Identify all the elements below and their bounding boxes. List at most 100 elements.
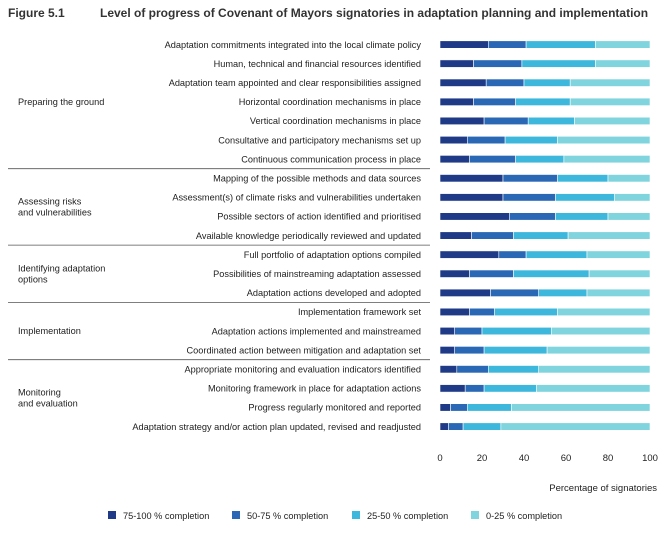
bar-segment [483,384,537,393]
bar-segment [469,155,516,164]
bar-segment [439,384,466,393]
bar-segment [557,136,651,145]
bar-segment [557,174,609,183]
bar-segment [588,269,651,278]
row-label: Adaptation commitments integrated into t… [165,40,422,50]
bar-segment [439,212,510,221]
figure-header: Figure 5.1 Level of progress of Covenant … [8,6,648,20]
bar-segment [487,365,539,374]
category-label: Identifying adaptation options [18,263,105,284]
bar-segment [473,97,516,106]
bar-segment [483,116,529,125]
row-label: Consultative and participatory mechanism… [218,135,421,145]
bar-segment [555,193,615,202]
bar-segment [439,78,487,87]
bar-segment [469,269,514,278]
bar-segment [538,365,651,374]
bar-segment [536,384,651,393]
row-label: Implementation framework set [298,307,422,317]
bar-segment [439,116,485,125]
bar-segment [550,326,651,336]
bar-segment [481,326,552,336]
legend-label: 0-25 % completion [486,511,562,521]
bar-segment [500,422,651,431]
bar-segment [574,116,651,125]
bar-segment [607,212,651,221]
bar-segment [439,422,449,431]
bar-segment [439,193,504,202]
bar-segment [439,174,504,183]
bar-segment [569,78,651,87]
figure-number: Figure 5.1 [8,6,65,20]
bar-segment [513,231,569,240]
bar-segment [525,250,588,259]
bar-segment [439,155,470,164]
bar-segment [471,231,514,240]
bar-segment [521,59,596,68]
row-label: Full portfolio of adaptation options com… [244,250,421,260]
bar-segment [511,403,651,412]
row-label: Human, technical and financial resources… [214,59,421,69]
bar-segment [439,40,489,49]
row-label: Monitoring framework in place for adapta… [208,384,421,394]
bar-segment [462,422,502,431]
bar-segment [504,136,558,145]
bar-segment [546,346,651,355]
bar-segment [439,326,455,336]
bar-segment [439,307,470,317]
bar-segment [502,174,558,183]
x-tick-label: 0 [437,453,442,464]
figure-title: Level of progress of Covenant of Mayors … [100,6,649,20]
row-label: Coordinated action between mitigation an… [187,345,422,355]
row-label: Adaptation team appointed and clear resp… [169,78,421,88]
bar-segment [538,288,588,297]
category-label: Assessing risks and vulnerabilities [18,196,92,217]
legend-swatch [471,511,479,519]
bar-segment [485,78,525,87]
bar-segment [469,307,495,317]
bar-segment [439,136,468,145]
row-label: Adaptation strategy and/or action plan u… [132,422,421,432]
bar-segment [515,155,565,164]
bar-segment [466,136,506,145]
bar-segment [525,40,596,49]
bar-segment [483,346,548,355]
row-label: Possibilities of mainstreaming adaptatio… [213,269,421,279]
row-label: Possible sectors of action identified an… [217,212,421,222]
row-label: Vertical coordination mechanisms in plac… [250,116,421,126]
bar-segment [515,97,571,106]
bar-segment [439,346,455,355]
x-tick-label: 40 [519,453,530,464]
row-label: Horizontal coordination mechanisms in pl… [239,97,421,107]
bar-segment [563,155,651,164]
bar-segment [487,40,527,49]
x-tick-label: 20 [477,453,488,464]
row-label: Available knowledge periodically reviewe… [196,231,421,241]
bar-segment [595,59,651,68]
x-tick-label: 100 [642,453,658,464]
bar-segment [555,212,609,221]
bar-segment [439,288,491,297]
row-label: Progress regularly monitored and reporte… [248,403,421,413]
x-tick-label: 60 [561,453,572,464]
legend-label: 25-50 % completion [367,511,448,521]
bar-segment [508,212,556,221]
bar-segment [439,59,474,68]
category-label: Implementation [18,326,81,336]
bar-segment [439,250,500,259]
bar-segment [439,97,474,106]
bar-segment [567,231,651,240]
bar-segment [466,403,512,412]
bar-segment [473,59,523,68]
bar-segment [513,269,590,278]
row-label: Adaptation actions implemented and mains… [212,326,421,336]
x-axis-title: Percentage of signatories [549,483,657,494]
legend-swatch [232,511,240,519]
bar-segment [569,97,651,106]
bar-segment [490,288,539,297]
bar-segment [439,269,470,278]
bar-segment [613,193,651,202]
row-label: Adaptation actions developed and adopted [247,288,421,298]
bar-segment [454,346,485,355]
bar-segment [557,307,651,317]
